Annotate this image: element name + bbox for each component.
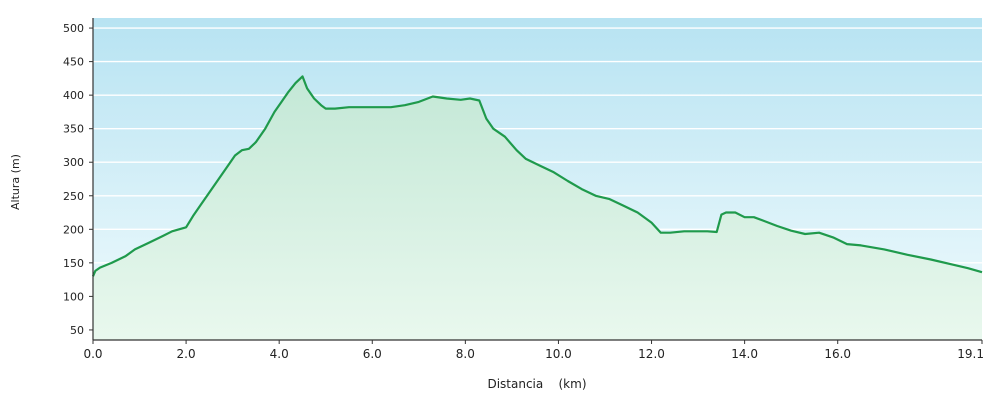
y-tick-label-400: 400 [63, 89, 84, 102]
y-tick-label-100: 100 [63, 290, 84, 303]
x-tick-label-3: 6.0 [363, 347, 382, 361]
x-tick-label-9: 19.1 [957, 347, 984, 361]
x-tick-label-4: 8.0 [456, 347, 475, 361]
y-tick-label-200: 200 [63, 223, 84, 236]
x-axis-ticks: 0.0 2.0 4.0 6.0 8.0 10.0 12.0 14.0 16.0 19.1 [83, 340, 984, 361]
axes [92, 18, 982, 341]
y-tick-label-150: 150 [63, 257, 84, 270]
y-tick-label-500: 500 [63, 22, 84, 35]
y-tick-label-300: 300 [63, 156, 84, 169]
y-tick-label-50: 50 [70, 324, 84, 337]
x-tick-label-6: 12.0 [638, 347, 665, 361]
x-tick-label-0: 0.0 [83, 347, 102, 361]
elevation-area [93, 76, 982, 341]
x-tick-label-1: 2.0 [177, 347, 196, 361]
y-tick-label-250: 250 [63, 190, 84, 203]
x-tick-label-8: 16.0 [824, 347, 851, 361]
y-axis-ticks: 50 100 150 200 250 300 350 400 450 500 [63, 22, 93, 337]
y-tick-label-450: 450 [63, 56, 84, 69]
y-axis-label: Altura (m) [9, 154, 22, 210]
elevation-line [91, 75, 983, 277]
x-axis-label: Distancia (km) [487, 377, 586, 391]
x-tick-label-7: 14.0 [731, 347, 758, 361]
x-tick-label-2: 4.0 [270, 347, 289, 361]
y-tick-label-350: 350 [63, 123, 84, 136]
x-tick-label-5: 10.0 [545, 347, 572, 361]
